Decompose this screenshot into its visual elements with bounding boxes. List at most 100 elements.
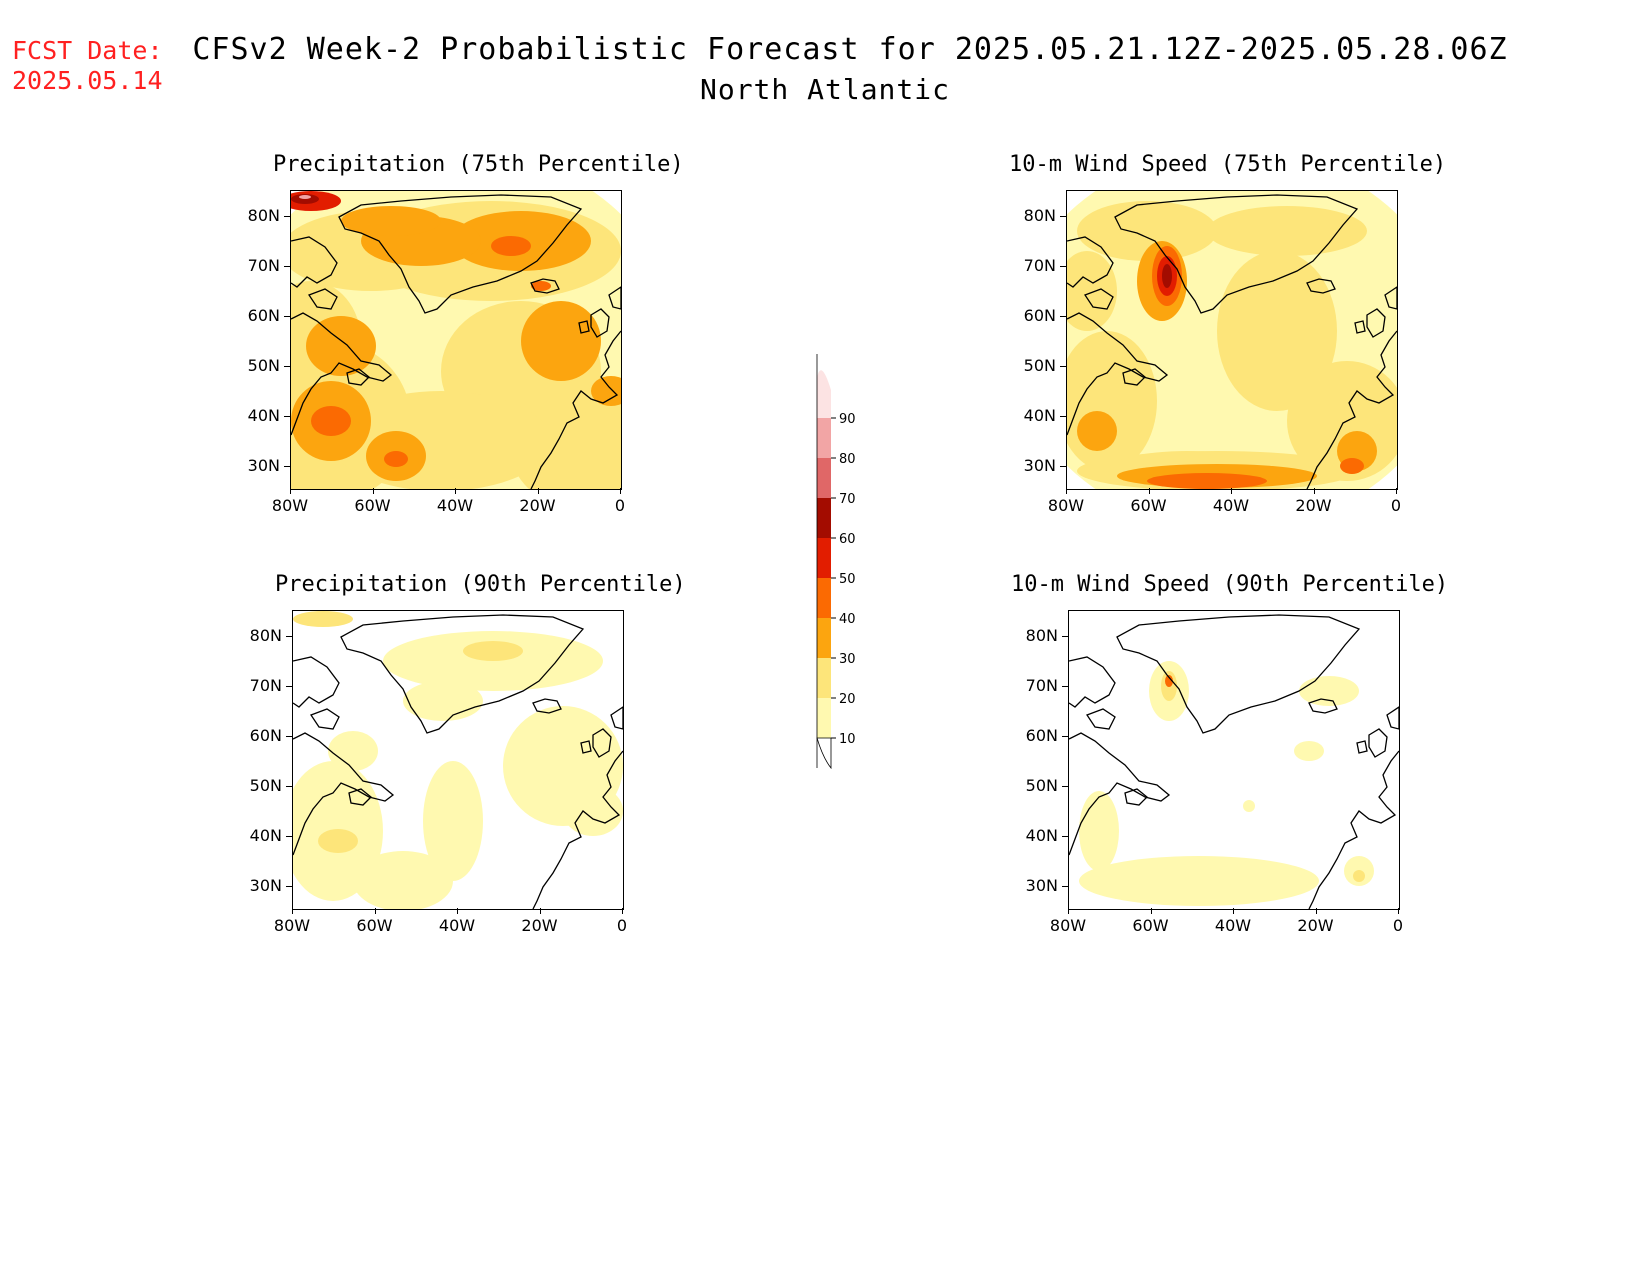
coastline	[348, 788, 372, 806]
colorbar-label: 80	[839, 452, 856, 467]
lat-tick	[1062, 636, 1068, 637]
coastline	[1354, 320, 1366, 334]
coastline	[1067, 312, 1169, 436]
lon-tick-label: 60W	[354, 496, 391, 515]
coastline	[1306, 278, 1336, 294]
probability-contour	[491, 236, 531, 256]
lon-tick-label: 40W	[1212, 496, 1250, 515]
lon-tick-label: 60W	[1132, 916, 1169, 935]
coastline	[1308, 698, 1338, 714]
lat-tick-label: 60N	[1025, 726, 1058, 745]
probability-contour	[1165, 675, 1173, 687]
lon-tick	[1398, 908, 1399, 914]
coastline	[610, 706, 623, 730]
lon-tick-label: 60W	[356, 916, 393, 935]
lat-tick	[1062, 886, 1068, 887]
coastline	[340, 614, 585, 734]
map-precip90	[292, 610, 624, 910]
coastline	[1124, 788, 1148, 806]
lon-tick	[1148, 488, 1150, 494]
coastline	[308, 288, 338, 310]
coastline	[1114, 194, 1359, 314]
coastline	[1086, 708, 1116, 730]
coastline	[532, 750, 623, 909]
probability-contour	[1207, 206, 1367, 256]
lat-tick-label: 40N	[1025, 826, 1058, 845]
probability-contour	[318, 829, 358, 853]
probability-contour	[423, 761, 483, 881]
lon-tick-label: 20W	[1297, 916, 1334, 935]
lat-tick	[286, 686, 292, 687]
coastline	[1067, 236, 1114, 288]
lon-tick	[374, 908, 376, 914]
probability-contour	[306, 316, 376, 376]
lat-tick-label: 80N	[1025, 626, 1058, 645]
lat-tick-label: 40N	[247, 406, 280, 425]
coastline	[1069, 656, 1116, 708]
lat-tick	[1060, 466, 1066, 467]
probability-contour	[463, 641, 523, 661]
lon-tick-label: 60W	[1130, 496, 1167, 515]
probability-contour	[1294, 741, 1324, 761]
lat-tick-label: 60N	[247, 306, 280, 325]
lat-tick	[1062, 786, 1068, 787]
lon-tick	[1068, 908, 1069, 914]
lat-tick-label: 60N	[249, 726, 282, 745]
lat-tick	[286, 636, 292, 637]
lat-tick	[286, 836, 292, 837]
lon-tick	[455, 488, 456, 494]
lat-tick-label: 30N	[1023, 456, 1056, 475]
coastline	[1069, 732, 1171, 856]
lat-tick-label: 30N	[1025, 876, 1058, 895]
coastline	[1306, 330, 1397, 489]
coastline	[580, 740, 592, 754]
region-subtitle: North Atlantic	[699, 73, 950, 106]
probability-contour	[1217, 251, 1337, 411]
lat-tick-label: 70N	[249, 676, 282, 695]
colorbar-segment	[817, 538, 831, 578]
coastline	[532, 698, 562, 714]
probability-contour	[1243, 800, 1255, 812]
map-canvas	[291, 191, 621, 489]
colorbar-segment	[817, 418, 831, 458]
probability-contour	[384, 451, 408, 467]
lon-tick-label: 0	[616, 916, 628, 935]
lat-tick	[1060, 416, 1066, 417]
probability-contour	[1079, 791, 1119, 871]
coastline	[578, 320, 590, 334]
coastline	[338, 194, 583, 314]
coastline	[291, 236, 338, 288]
coastline	[1308, 750, 1399, 909]
lon-tick	[1396, 488, 1397, 494]
coastline	[590, 308, 610, 338]
lon-tick	[622, 908, 623, 914]
coastline	[1366, 308, 1386, 338]
lon-tick-label: 80W	[271, 496, 309, 515]
lat-tick	[286, 886, 292, 887]
figure-title: CFSv2 Week-2 Probabilistic Forecast for …	[0, 32, 1650, 106]
lon-tick	[1315, 908, 1317, 914]
lat-tick-label: 80N	[247, 206, 280, 225]
panel-title: 10-m Wind Speed (75th Percentile)	[1009, 152, 1447, 177]
probability-contour	[1162, 264, 1172, 288]
lon-tick	[620, 488, 621, 494]
colorbar-label: 10	[839, 732, 856, 747]
lat-tick-label: 50N	[1023, 356, 1056, 375]
lat-tick	[1060, 266, 1066, 267]
probability-contour	[1077, 411, 1117, 451]
lat-tick	[284, 216, 290, 217]
colorbar-label: 20	[839, 692, 856, 707]
forecast-date-label: FCST Date: 2025.05.14	[12, 36, 163, 96]
lon-tick-label: 20W	[521, 916, 558, 935]
lon-tick-label: 20W	[519, 496, 556, 515]
map-canvas	[1069, 614, 1399, 909]
lat-tick	[284, 316, 290, 317]
probability-contour	[1340, 458, 1364, 474]
coastline	[1122, 368, 1146, 386]
coastline	[310, 708, 340, 730]
probability-contour	[1147, 473, 1267, 489]
coastline	[1368, 728, 1388, 758]
probability-contour	[293, 611, 353, 627]
lon-tick-label: 80W	[273, 916, 311, 935]
lat-tick	[286, 736, 292, 737]
